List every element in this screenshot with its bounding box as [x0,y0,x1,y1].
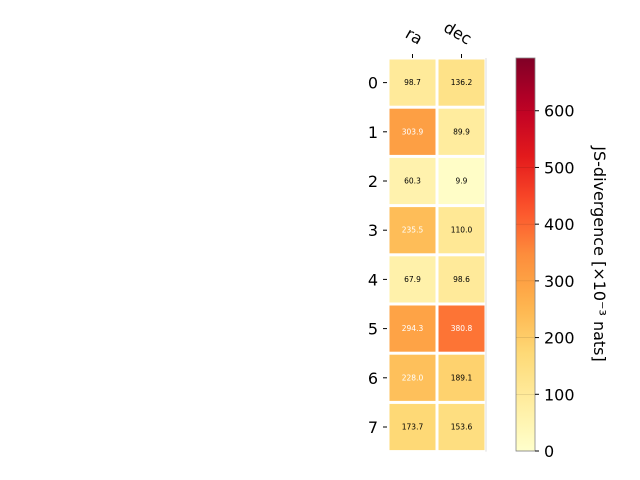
row-label: 6 [368,369,378,388]
colorbar-gradient [515,57,536,452]
heatmap-cell [438,108,485,155]
column-label: dec [441,18,475,49]
heatmap-cell [389,59,436,106]
heatmap-cell [389,403,436,451]
cell-value-label: 173.7 [402,423,424,432]
cell-value-label: 67.9 [404,275,421,284]
row-label: 2 [368,172,378,191]
heatmap-cell [389,157,436,205]
row-label: 3 [368,221,378,240]
heatmap-cell [389,207,436,254]
cell-value-label: 136.2 [451,78,473,87]
cell-value-label: 110.0 [451,226,473,235]
cell-value-label: 228.0 [402,373,424,382]
cell-value-label: 189.1 [451,373,473,382]
cell-value-label: 294.3 [402,324,424,333]
heatmap-cell [438,354,485,401]
row-label: 1 [368,123,378,142]
cell-value-label: 153.6 [451,423,473,432]
heatmap-cell [438,305,485,352]
colorbar: 0 100 200 300 400 500 600 [515,57,575,461]
cell-value-label: 60.3 [404,177,421,186]
cell-value-label: 98.6 [453,275,470,284]
heatmap-cell [438,256,485,303]
heatmap-cell [438,207,485,254]
column-label: ra [402,24,426,49]
cell-value-label: 9.9 [456,177,468,186]
row-label: 4 [368,270,378,289]
heatmap-grid: 98.7 136.2 303.9 89.9 60.3 9.9 235.5 110.0 67.9 9… [389,58,487,452]
cell-value-label: 98.7 [404,78,421,87]
heatmap-cell [438,403,485,451]
heatmap-cell [438,157,485,205]
column-tick-labels: ra dec [402,18,475,58]
row-label: 0 [368,74,378,93]
colorbar-tick-label: 400 [544,215,575,234]
row-label: 5 [368,320,378,339]
cell-value-label: 303.9 [402,127,424,136]
colorbar-tick-label: 300 [544,272,575,291]
colorbar-tick-label: 0 [544,442,554,461]
row-label: 7 [368,418,378,437]
colorbar-tick-label: 600 [544,102,575,121]
heatmap-cell [389,305,436,352]
heatmap-cell [389,354,436,401]
row-tick-labels: 0 1 2 3 4 5 6 7 [368,74,387,437]
cell-value-label: 380.8 [451,324,473,333]
cell-value-label: 235.5 [402,226,424,235]
colorbar-tick-label: 100 [544,385,575,404]
heatmap-cell [438,59,485,106]
colorbar-tick-label: 200 [544,329,575,348]
heatmap-cell [389,108,436,155]
heatmap-cell [389,256,436,303]
cell-value-label: 89.9 [453,127,470,136]
colorbar-tick-label: 500 [544,158,575,177]
colorbar-label: JS-divergence [×10⁻³ nats] [590,145,609,361]
